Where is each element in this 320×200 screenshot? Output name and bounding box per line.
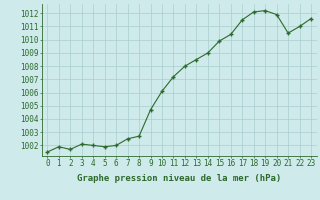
X-axis label: Graphe pression niveau de la mer (hPa): Graphe pression niveau de la mer (hPa) [77, 174, 281, 183]
